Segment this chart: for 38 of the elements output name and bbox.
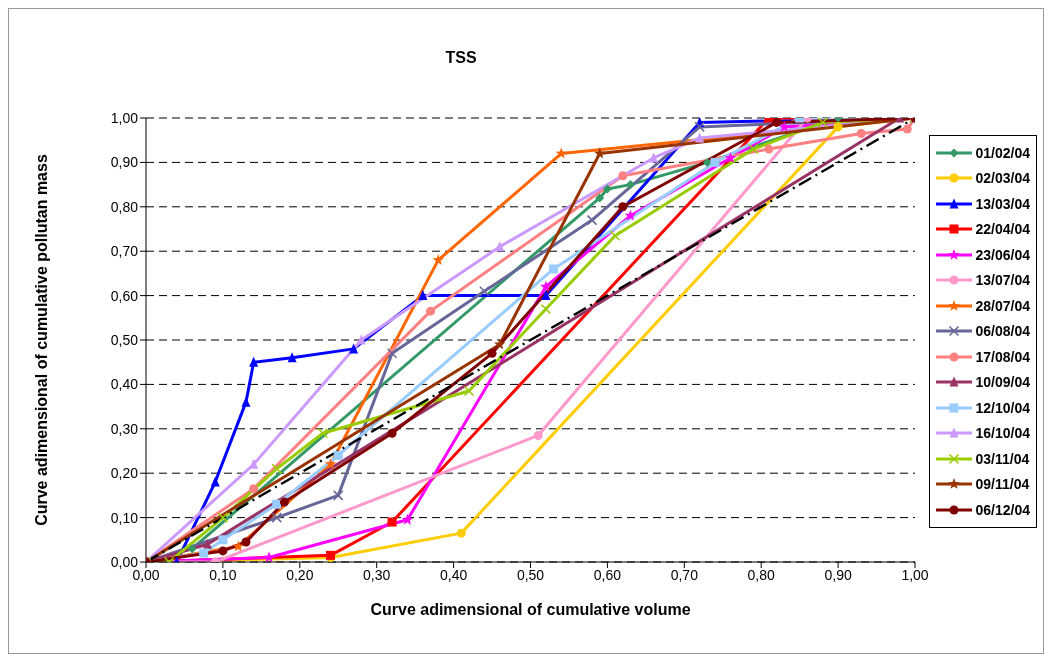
legend-label: 13/03/04 xyxy=(975,195,1030,212)
chart-title: TSS xyxy=(444,49,478,67)
x-tick-label: 1,00 xyxy=(901,566,929,583)
y-tick-label: 0,60 xyxy=(110,287,139,304)
x-tick-label: 0,80 xyxy=(747,566,776,583)
y-tick-label: 0,70 xyxy=(110,243,139,260)
x-axis-title: Curve adimensional of cumulative volume xyxy=(370,601,691,619)
x-tick-label: 0,20 xyxy=(286,566,314,583)
y-tick-label: 0,90 xyxy=(110,154,139,171)
legend-label: 09/11/04 xyxy=(975,476,1030,493)
legend-label: 22/04/04 xyxy=(975,221,1030,238)
legend-label: 06/08/04 xyxy=(975,323,1030,340)
x-tick-label: 0,30 xyxy=(363,566,391,583)
legend-label: 28/07/04 xyxy=(975,297,1030,314)
y-axis-title: Curve adimensional of cumulative pollutan mass xyxy=(32,153,51,528)
y-tick-label: 0,20 xyxy=(110,465,139,482)
y-tick-label: 1,00 xyxy=(110,109,139,126)
y-tick-label: 0,80 xyxy=(110,198,139,215)
legend-label: 23/06/04 xyxy=(975,246,1030,263)
legend-label: 13/07/04 xyxy=(975,272,1030,289)
y-tick-label: 0,10 xyxy=(110,509,139,526)
x-tick-label: 0,10 xyxy=(209,566,237,583)
y-tick-label: 0,40 xyxy=(110,376,139,393)
legend-label: 06/12/04 xyxy=(975,501,1030,518)
x-tick-label: 0,40 xyxy=(439,566,468,583)
legend-label: 03/11/04 xyxy=(975,450,1030,467)
legend-label: 10/09/04 xyxy=(975,374,1030,391)
legend-label: 17/08/04 xyxy=(975,348,1030,365)
x-tick-label: 0,70 xyxy=(670,566,699,583)
legend-label: 02/03/04 xyxy=(975,170,1030,187)
legend-label: 12/10/04 xyxy=(975,399,1030,416)
y-tick-label: 0,30 xyxy=(110,420,139,437)
y-tick-label: 0,50 xyxy=(110,331,139,348)
legend-label: 16/10/04 xyxy=(975,425,1030,442)
x-tick-label: 0,60 xyxy=(593,566,622,583)
x-tick-label: 0,90 xyxy=(824,566,852,583)
x-tick-label: 0,50 xyxy=(516,566,545,583)
legend-label: 01/02/04 xyxy=(975,144,1030,161)
